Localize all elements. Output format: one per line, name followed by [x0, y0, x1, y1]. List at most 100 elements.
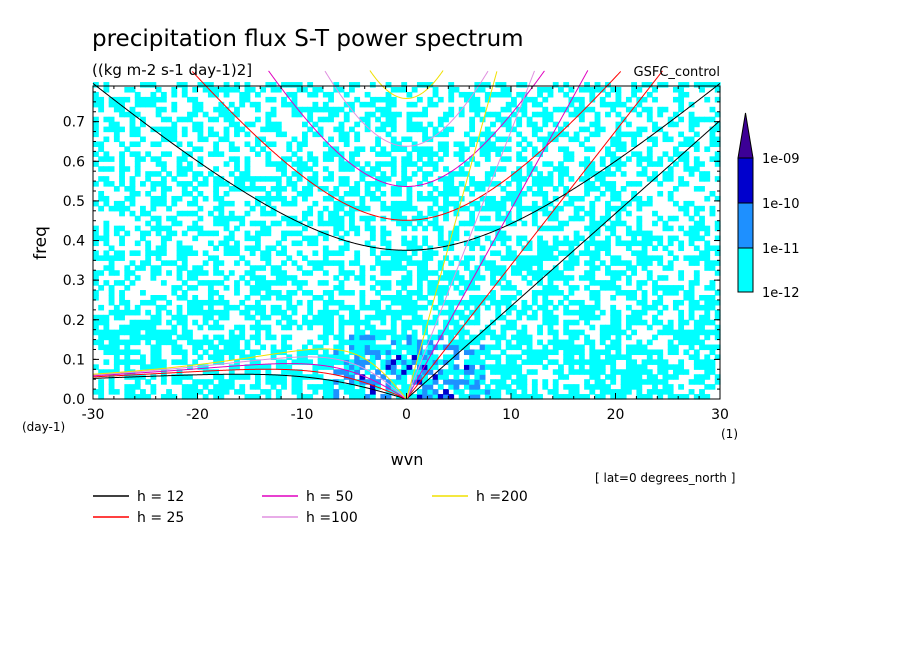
- power-cell: [192, 359, 199, 365]
- power-cell: [521, 106, 528, 113]
- power-cell: [385, 205, 392, 212]
- power-cell: [469, 309, 476, 316]
- power-cell: [265, 290, 272, 296]
- power-cell: [406, 280, 413, 286]
- power-cell: [625, 334, 632, 341]
- power-cell: [589, 240, 596, 247]
- power-cell: [714, 235, 721, 242]
- power-cell: [369, 379, 376, 385]
- power-cell: [469, 295, 476, 301]
- power-cell: [281, 195, 287, 202]
- power-cell: [234, 156, 240, 162]
- power-cell: [672, 369, 679, 375]
- power-cell: [312, 161, 319, 167]
- power-cell: [693, 270, 700, 276]
- power-cell: [448, 181, 455, 187]
- power-cell: [578, 176, 585, 182]
- power-cell: [239, 91, 246, 98]
- power-cell: [547, 131, 554, 138]
- power-cell: [171, 285, 178, 291]
- power-cell: [469, 200, 476, 207]
- power-cell: [678, 82, 685, 88]
- power-cell: [458, 260, 465, 266]
- power-cell: [281, 200, 287, 207]
- power-cell: [93, 131, 99, 138]
- power-cell: [223, 220, 230, 227]
- power-cell: [380, 171, 387, 177]
- power-cell: [625, 280, 632, 286]
- power-cell: [495, 250, 502, 256]
- y-tick-label: 0.6: [63, 154, 85, 170]
- power-cell: [322, 235, 329, 242]
- power-cell: [458, 394, 465, 400]
- power-cell: [296, 190, 303, 197]
- power-cell: [667, 265, 674, 271]
- power-cell: [563, 354, 570, 360]
- power-cell: [181, 230, 188, 237]
- power-cell: [615, 161, 622, 167]
- power-cell: [667, 374, 674, 380]
- power-cell: [166, 270, 172, 276]
- power-cell: [349, 379, 355, 385]
- power-cell: [672, 285, 679, 291]
- power-cell: [296, 359, 303, 365]
- power-cell: [521, 334, 528, 341]
- power-cell: [542, 116, 549, 123]
- power-cell: [599, 364, 606, 370]
- power-cell: [291, 82, 298, 88]
- power-cell: [218, 270, 225, 276]
- power-cell: [411, 121, 418, 128]
- power-cell: [380, 270, 387, 276]
- power-cell: [119, 171, 125, 177]
- power-cell: [103, 86, 110, 93]
- power-cell: [343, 339, 350, 346]
- power-cell: [359, 275, 366, 281]
- power-cell: [443, 126, 449, 133]
- power-cell: [333, 111, 340, 118]
- power-cell: [286, 176, 293, 182]
- power-cell: [568, 260, 575, 266]
- power-cell: [578, 309, 585, 316]
- power-cell: [505, 106, 512, 113]
- power-cell: [427, 161, 434, 167]
- power-cell: [213, 166, 219, 172]
- power-cell: [380, 319, 387, 326]
- power-cell: [636, 384, 643, 390]
- power-cell: [338, 245, 345, 252]
- power-cell: [155, 230, 162, 237]
- power-cell: [505, 344, 512, 351]
- power-cell: [134, 151, 141, 157]
- power-cell: [375, 379, 381, 385]
- power-cell: [145, 334, 152, 341]
- power-cell: [333, 389, 340, 395]
- power-cell: [145, 255, 152, 261]
- power-cell: [693, 349, 700, 356]
- power-cell: [254, 200, 261, 207]
- power-cell: [474, 106, 481, 113]
- power-cell: [239, 389, 246, 395]
- power-cell: [406, 334, 413, 341]
- power-cell: [390, 156, 397, 162]
- power-cell: [448, 260, 455, 266]
- power-cell: [385, 304, 392, 311]
- power-cell: [657, 235, 664, 242]
- power-cell: [641, 369, 648, 375]
- power-cell: [265, 210, 272, 217]
- power-cell: [396, 146, 402, 152]
- power-cell: [359, 290, 366, 296]
- power-cell: [495, 270, 502, 276]
- power-cell: [202, 260, 209, 266]
- power-cell: [119, 359, 125, 365]
- power-cell: [605, 374, 611, 380]
- power-cell: [448, 319, 455, 326]
- power-cell: [244, 314, 251, 321]
- power-cell: [437, 369, 444, 375]
- power-cell: [171, 374, 178, 380]
- power-cell: [207, 339, 214, 346]
- power-cell: [615, 349, 622, 356]
- power-cell: [416, 319, 423, 326]
- power-cell: [552, 195, 559, 202]
- power-cell: [474, 235, 481, 242]
- power-cell: [584, 319, 590, 326]
- power-cell: [254, 364, 261, 370]
